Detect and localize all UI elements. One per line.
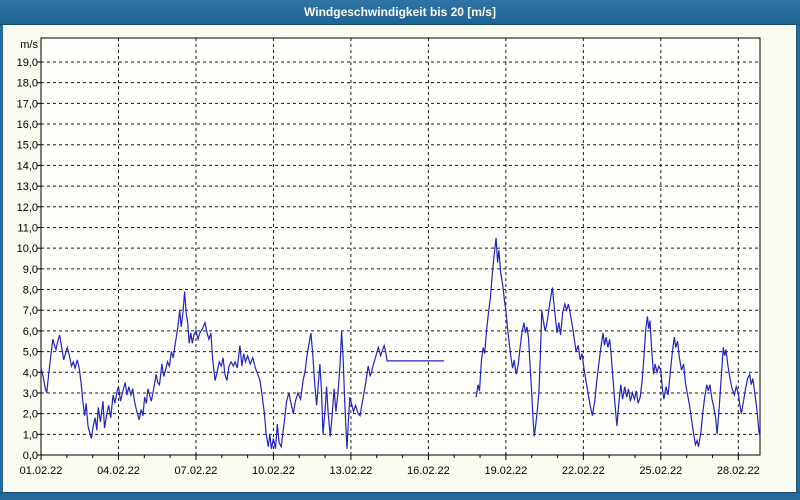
title-bar: Windgeschwindigkeit bis 20 [m/s] (0, 0, 800, 25)
x-tick-labels: 01.02.22 04.02.22 07.02.22 10.02.22 13.02.22… (20, 465, 760, 477)
x-tick-marks (40, 455, 739, 460)
svg-text:04.02.22: 04.02.22 (97, 465, 140, 477)
svg-text:13,0: 13,0 (17, 181, 38, 193)
svg-text:25.02.22: 25.02.22 (639, 465, 682, 477)
svg-text:4,0: 4,0 (23, 367, 38, 379)
plot-border (40, 37, 761, 456)
y-axis-unit-label: m/s (20, 39, 38, 51)
y-tick-labels: 0,0 1,0 2,0 3,0 4,0 5,0 6,0 7,0 8,0 9,0 10,0 11,0 12… (17, 57, 38, 462)
svg-text:13.02.22: 13.02.22 (329, 465, 372, 477)
svg-text:2,0: 2,0 (23, 409, 38, 421)
svg-text:8,0: 8,0 (23, 285, 38, 297)
svg-text:1,0: 1,0 (23, 429, 38, 441)
svg-text:16.02.22: 16.02.22 (407, 465, 450, 477)
svg-text:3,0: 3,0 (23, 388, 38, 400)
svg-text:6,0: 6,0 (23, 326, 38, 338)
svg-text:14,0: 14,0 (17, 160, 38, 172)
svg-text:19,0: 19,0 (17, 57, 38, 69)
wind-speed-line (40, 237, 761, 449)
svg-text:9,0: 9,0 (23, 264, 38, 276)
svg-text:16,0: 16,0 (17, 119, 38, 131)
window-frame-right (796, 25, 800, 492)
svg-text:5,0: 5,0 (23, 347, 38, 359)
svg-text:10,0: 10,0 (17, 243, 38, 255)
window-frame-left (0, 25, 3, 492)
svg-text:07.02.22: 07.02.22 (175, 465, 218, 477)
window-title: Windgeschwindigkeit bis 20 [m/s] (304, 5, 496, 19)
window-frame-bottom (0, 492, 800, 500)
y-tick-marks (37, 61, 41, 456)
svg-text:12,0: 12,0 (17, 202, 38, 214)
svg-text:7,0: 7,0 (23, 305, 38, 317)
svg-text:17,0: 17,0 (17, 98, 38, 110)
svg-text:19.02.22: 19.02.22 (484, 465, 527, 477)
svg-text:18,0: 18,0 (17, 78, 38, 90)
svg-text:28.02.22: 28.02.22 (717, 465, 760, 477)
svg-text:22.02.22: 22.02.22 (562, 465, 605, 477)
svg-text:15,0: 15,0 (17, 140, 38, 152)
svg-text:0,0: 0,0 (23, 450, 38, 462)
svg-text:01.02.22: 01.02.22 (20, 465, 63, 477)
plot-area (41, 38, 760, 455)
svg-text:10.02.22: 10.02.22 (252, 465, 295, 477)
svg-text:11,0: 11,0 (17, 222, 38, 234)
